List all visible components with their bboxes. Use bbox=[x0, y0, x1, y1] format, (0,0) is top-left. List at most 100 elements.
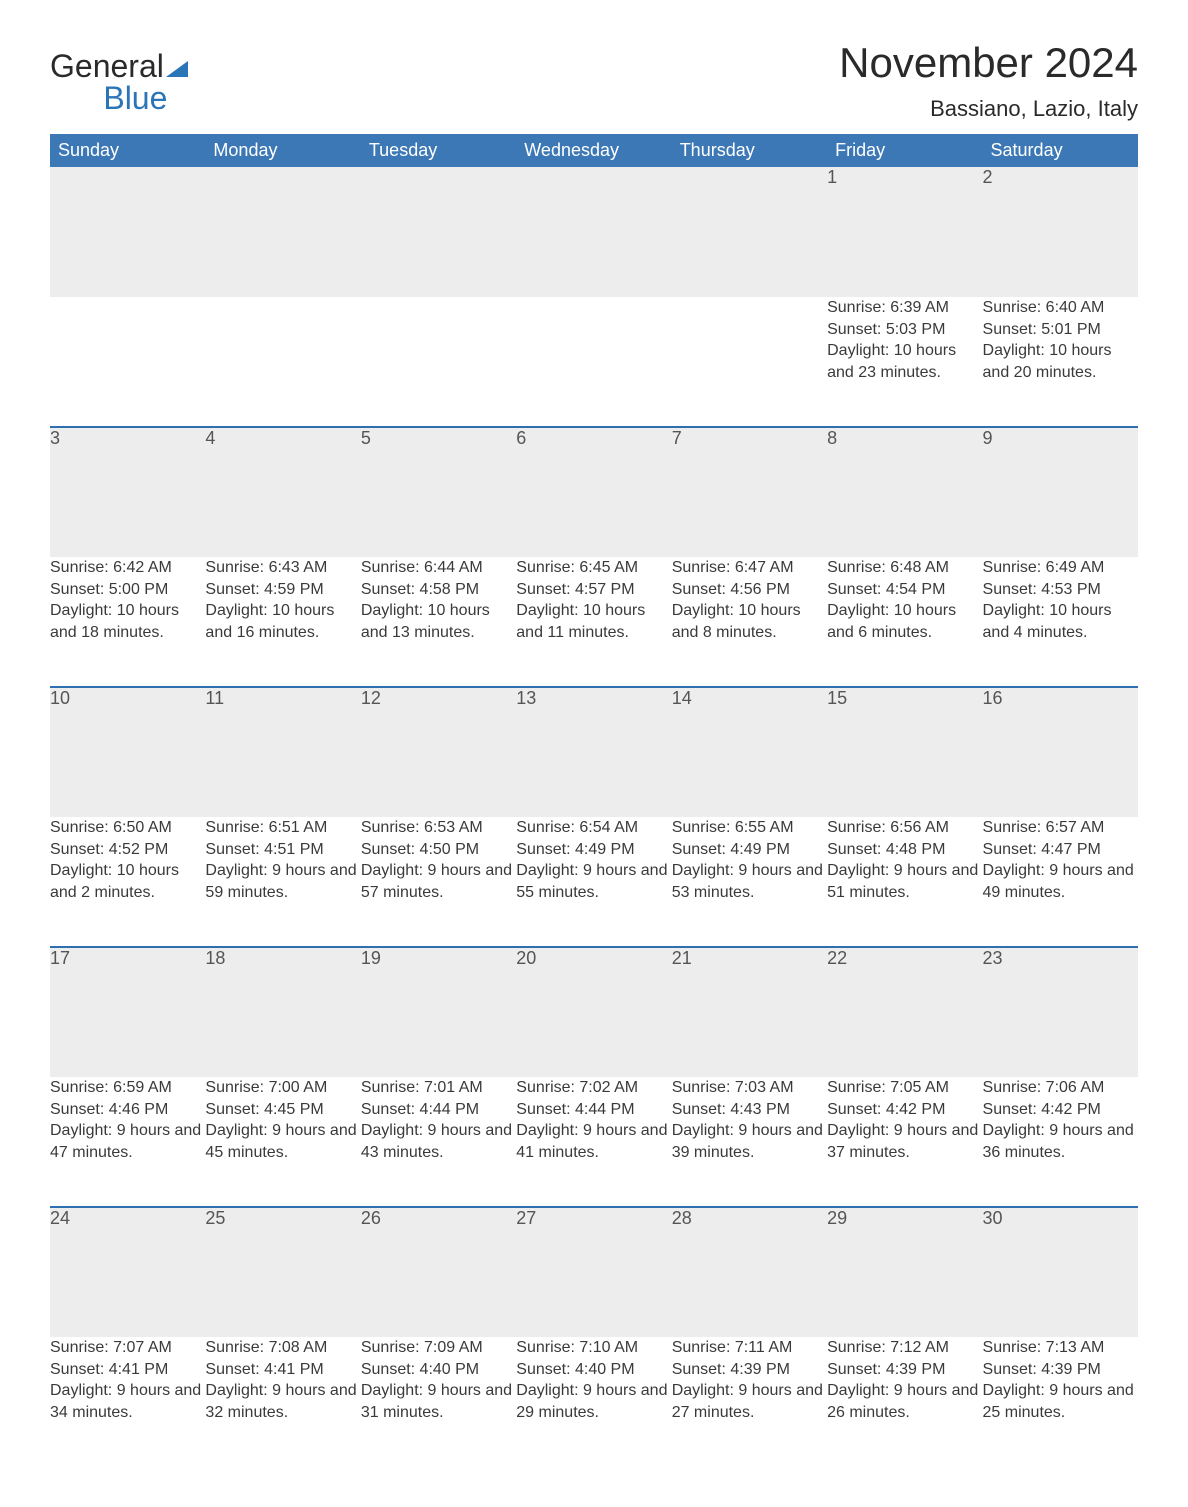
sunrise-line: Sunrise: 6:44 AM bbox=[361, 557, 516, 579]
daylight-line: Daylight: 10 hours and 4 minutes. bbox=[983, 600, 1138, 643]
sunrise-line: Sunrise: 7:08 AM bbox=[205, 1337, 360, 1359]
sunset-line: Sunset: 4:46 PM bbox=[50, 1099, 205, 1121]
day-detail-cell: Sunrise: 7:13 AMSunset: 4:39 PMDaylight:… bbox=[983, 1337, 1138, 1467]
day-detail-cell: Sunrise: 6:50 AMSunset: 4:52 PMDaylight:… bbox=[50, 817, 205, 947]
daylight-line: Daylight: 10 hours and 2 minutes. bbox=[50, 860, 205, 903]
daylight-line: Daylight: 9 hours and 26 minutes. bbox=[827, 1380, 982, 1423]
sunrise-line: Sunrise: 6:39 AM bbox=[827, 297, 982, 319]
sunset-line: Sunset: 4:54 PM bbox=[827, 579, 982, 601]
day-number-cell bbox=[361, 167, 516, 297]
day-detail-cell bbox=[50, 297, 205, 427]
day-detail-cell: Sunrise: 7:05 AMSunset: 4:42 PMDaylight:… bbox=[827, 1077, 982, 1207]
daylight-line: Daylight: 9 hours and 55 minutes. bbox=[516, 860, 671, 903]
week-detail-row: Sunrise: 6:39 AMSunset: 5:03 PMDaylight:… bbox=[50, 297, 1138, 427]
day-number-cell: 15 bbox=[827, 687, 982, 817]
day-number-cell: 16 bbox=[983, 687, 1138, 817]
day-number-cell: 3 bbox=[50, 427, 205, 557]
day-detail-cell: Sunrise: 7:02 AMSunset: 4:44 PMDaylight:… bbox=[516, 1077, 671, 1207]
sunset-line: Sunset: 4:49 PM bbox=[672, 839, 827, 861]
sunrise-line: Sunrise: 6:50 AM bbox=[50, 817, 205, 839]
day-number-cell: 20 bbox=[516, 947, 671, 1077]
sunset-line: Sunset: 5:00 PM bbox=[50, 579, 205, 601]
sunset-line: Sunset: 4:59 PM bbox=[205, 579, 360, 601]
day-number-cell: 26 bbox=[361, 1207, 516, 1337]
col-saturday: Saturday bbox=[983, 134, 1138, 167]
day-number-cell: 27 bbox=[516, 1207, 671, 1337]
sunrise-line: Sunrise: 7:03 AM bbox=[672, 1077, 827, 1099]
day-detail-cell: Sunrise: 6:51 AMSunset: 4:51 PMDaylight:… bbox=[205, 817, 360, 947]
daylight-line: Daylight: 10 hours and 16 minutes. bbox=[205, 600, 360, 643]
daylight-line: Daylight: 9 hours and 37 minutes. bbox=[827, 1120, 982, 1163]
location-label: Bassiano, Lazio, Italy bbox=[839, 96, 1138, 122]
day-number-cell: 1 bbox=[827, 167, 982, 297]
sunrise-line: Sunrise: 7:05 AM bbox=[827, 1077, 982, 1099]
week-daynum-row: 24252627282930 bbox=[50, 1207, 1138, 1337]
col-tuesday: Tuesday bbox=[361, 134, 516, 167]
sunrise-line: Sunrise: 6:47 AM bbox=[672, 557, 827, 579]
sunrise-line: Sunrise: 7:06 AM bbox=[983, 1077, 1138, 1099]
daylight-line: Daylight: 10 hours and 20 minutes. bbox=[983, 340, 1138, 383]
day-detail-cell: Sunrise: 6:56 AMSunset: 4:48 PMDaylight:… bbox=[827, 817, 982, 947]
day-number-cell: 19 bbox=[361, 947, 516, 1077]
day-number-cell: 9 bbox=[983, 427, 1138, 557]
sunset-line: Sunset: 4:39 PM bbox=[672, 1359, 827, 1381]
daylight-line: Daylight: 10 hours and 13 minutes. bbox=[361, 600, 516, 643]
sunrise-line: Sunrise: 6:56 AM bbox=[827, 817, 982, 839]
day-detail-cell: Sunrise: 7:07 AMSunset: 4:41 PMDaylight:… bbox=[50, 1337, 205, 1467]
sunrise-line: Sunrise: 6:49 AM bbox=[983, 557, 1138, 579]
week-daynum-row: 10111213141516 bbox=[50, 687, 1138, 817]
daylight-line: Daylight: 9 hours and 36 minutes. bbox=[983, 1120, 1138, 1163]
day-detail-cell: Sunrise: 7:01 AMSunset: 4:44 PMDaylight:… bbox=[361, 1077, 516, 1207]
sunset-line: Sunset: 4:50 PM bbox=[361, 839, 516, 861]
brand-part1: General bbox=[50, 48, 164, 84]
sunset-line: Sunset: 4:40 PM bbox=[516, 1359, 671, 1381]
sunrise-line: Sunrise: 6:54 AM bbox=[516, 817, 671, 839]
sunrise-line: Sunrise: 6:45 AM bbox=[516, 557, 671, 579]
day-detail-cell: Sunrise: 6:42 AMSunset: 5:00 PMDaylight:… bbox=[50, 557, 205, 687]
sunrise-line: Sunrise: 7:02 AM bbox=[516, 1077, 671, 1099]
sunrise-line: Sunrise: 7:09 AM bbox=[361, 1337, 516, 1359]
day-detail-cell: Sunrise: 6:44 AMSunset: 4:58 PMDaylight:… bbox=[361, 557, 516, 687]
day-detail-cell: Sunrise: 6:49 AMSunset: 4:53 PMDaylight:… bbox=[983, 557, 1138, 687]
sunset-line: Sunset: 4:39 PM bbox=[983, 1359, 1138, 1381]
daylight-line: Daylight: 9 hours and 43 minutes. bbox=[361, 1120, 516, 1163]
sunset-line: Sunset: 5:03 PM bbox=[827, 319, 982, 341]
sunset-line: Sunset: 4:44 PM bbox=[516, 1099, 671, 1121]
daylight-line: Daylight: 10 hours and 6 minutes. bbox=[827, 600, 982, 643]
day-number-cell: 25 bbox=[205, 1207, 360, 1337]
week-daynum-row: 3456789 bbox=[50, 427, 1138, 557]
day-detail-cell: Sunrise: 6:40 AMSunset: 5:01 PMDaylight:… bbox=[983, 297, 1138, 427]
sunrise-line: Sunrise: 6:51 AM bbox=[205, 817, 360, 839]
daylight-line: Daylight: 9 hours and 39 minutes. bbox=[672, 1120, 827, 1163]
day-number-cell: 18 bbox=[205, 947, 360, 1077]
day-number-cell: 30 bbox=[983, 1207, 1138, 1337]
sunrise-line: Sunrise: 6:53 AM bbox=[361, 817, 516, 839]
sunset-line: Sunset: 4:45 PM bbox=[205, 1099, 360, 1121]
sunset-line: Sunset: 4:51 PM bbox=[205, 839, 360, 861]
sunrise-line: Sunrise: 6:43 AM bbox=[205, 557, 360, 579]
sunset-line: Sunset: 4:43 PM bbox=[672, 1099, 827, 1121]
sunset-line: Sunset: 4:57 PM bbox=[516, 579, 671, 601]
day-number-cell: 13 bbox=[516, 687, 671, 817]
week-detail-row: Sunrise: 7:07 AMSunset: 4:41 PM Daylight:… bbox=[50, 1337, 1138, 1467]
daylight-line: Daylight: 9 hours and 25 minutes. bbox=[983, 1380, 1138, 1423]
day-number-cell bbox=[516, 167, 671, 297]
title-block: November 2024 Bassiano, Lazio, Italy bbox=[839, 40, 1138, 130]
page-title: November 2024 bbox=[839, 40, 1138, 86]
week-detail-row: Sunrise: 6:42 AMSunset: 5:00 PMDaylight:… bbox=[50, 557, 1138, 687]
day-number-cell: 5 bbox=[361, 427, 516, 557]
sunrise-line: Sunrise: 7:00 AM bbox=[205, 1077, 360, 1099]
sunset-line: Sunset: 4:40 PM bbox=[361, 1359, 516, 1381]
sunrise-line: Sunrise: 7:13 AM bbox=[983, 1337, 1138, 1359]
sunset-line: Sunset: 4:41 PM bbox=[205, 1359, 360, 1381]
daylight-line: Daylight: 9 hours and 57 minutes. bbox=[361, 860, 516, 903]
daylight-line: Daylight: 10 hours and 23 minutes. bbox=[827, 340, 982, 383]
day-number-cell: 6 bbox=[516, 427, 671, 557]
day-detail-cell: Sunrise: 6:57 AMSunset: 4:47 PMDaylight:… bbox=[983, 817, 1138, 947]
sunrise-line: Sunrise: 7:07 AM bbox=[50, 1337, 205, 1359]
brand-logo: General Blue bbox=[50, 40, 188, 114]
day-number-cell: 22 bbox=[827, 947, 982, 1077]
day-detail-cell: Sunrise: 6:43 AMSunset: 4:59 PMDaylight:… bbox=[205, 557, 360, 687]
daylight-line: Daylight: 9 hours and 51 minutes. bbox=[827, 860, 982, 903]
day-detail-cell: Sunrise: 6:54 AMSunset: 4:49 PMDaylight:… bbox=[516, 817, 671, 947]
